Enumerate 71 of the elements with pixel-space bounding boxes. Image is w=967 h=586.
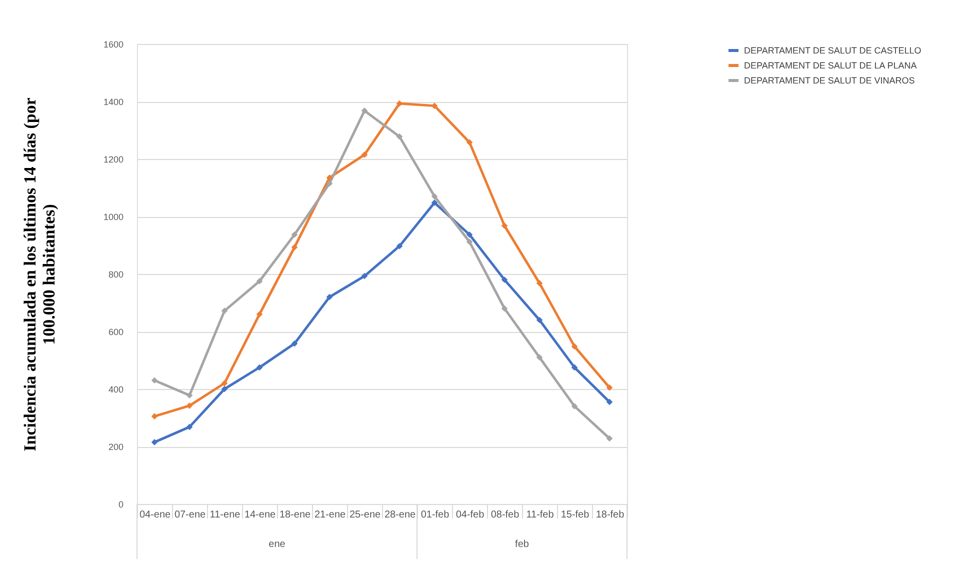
- legend-label: DEPARTAMENT DE SALUT DE VINAROS: [744, 76, 915, 86]
- point: [256, 364, 263, 371]
- x-tick-label: 25-ene: [349, 510, 382, 520]
- point: [221, 380, 228, 386]
- point: [186, 402, 193, 409]
- point: [396, 133, 403, 140]
- x-tick-label: 15-feb: [560, 510, 590, 520]
- point: [501, 222, 508, 229]
- x-tick-label: 04-ene: [139, 510, 172, 520]
- point: [536, 354, 543, 361]
- point: [571, 403, 578, 410]
- point: [396, 242, 403, 250]
- point: [186, 392, 193, 398]
- point: [291, 231, 298, 238]
- x-tick-label: 18-ene: [279, 510, 312, 520]
- text: ene: [268, 539, 286, 550]
- point: [361, 152, 368, 158]
- point: [151, 439, 158, 446]
- point: [606, 398, 613, 406]
- y-axis-title: Incidencia acumulada en los últimos 14 días (por 100.000 habitantes): [20, 97, 58, 452]
- point: [431, 193, 438, 200]
- x-tick-label: 01-feb: [420, 510, 450, 520]
- point: [536, 280, 543, 286]
- point: [256, 278, 263, 284]
- x-tick-label: 08-feb: [490, 510, 520, 520]
- x-tick-label: 28-ene: [384, 510, 416, 520]
- x-tick-label: 18-feb: [596, 510, 625, 520]
- text: feb: [515, 539, 530, 550]
- point: [571, 364, 578, 371]
- x-tick-label: 11-ene: [210, 510, 241, 520]
- legend-label: DEPARTAMENT DE SALUT DE CASTELLO: [744, 46, 922, 56]
- x-tick-label: 07-ene: [174, 510, 206, 520]
- point: [466, 238, 473, 245]
- point: [291, 244, 298, 250]
- point: [326, 174, 333, 181]
- point: [291, 340, 298, 347]
- point: [361, 272, 368, 280]
- point: [361, 108, 368, 114]
- point: [501, 276, 508, 283]
- x-tick-label: 11-feb: [526, 510, 554, 520]
- y-tick-label: 1400: [103, 97, 124, 107]
- point: [186, 424, 193, 430]
- x-tick-label: 14-ene: [244, 510, 276, 520]
- y-tick-label: 800: [108, 270, 124, 280]
- point: [151, 413, 158, 420]
- y-tick-label: 0: [118, 500, 124, 510]
- point: [606, 384, 613, 391]
- point: [221, 308, 228, 314]
- point: [221, 386, 228, 392]
- legend-label: DEPARTAMENT DE SALUT DE LA PLANA: [744, 60, 917, 70]
- point: [501, 305, 508, 312]
- y-tick-label: 1200: [103, 154, 124, 164]
- point: [151, 377, 158, 384]
- y-tick-label: 200: [108, 442, 124, 452]
- point: [326, 294, 333, 300]
- point: [431, 200, 438, 206]
- y-tick-label: 400: [108, 384, 124, 394]
- point: [326, 180, 333, 187]
- y-tick-label: 1600: [103, 40, 124, 50]
- point: [396, 100, 403, 107]
- point: [256, 311, 263, 318]
- y-tick-label: 600: [108, 327, 124, 337]
- point: [571, 343, 578, 350]
- point: [536, 316, 543, 324]
- x-tick-label: 04-feb: [456, 510, 485, 520]
- x-tick-label: 21-ene: [314, 510, 346, 520]
- point: [466, 231, 473, 238]
- point: [606, 435, 613, 442]
- y-tick-label: 1000: [103, 212, 124, 222]
- point: [431, 102, 438, 109]
- point: [466, 139, 473, 146]
